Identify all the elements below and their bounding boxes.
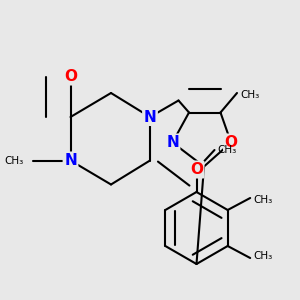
Text: O: O bbox=[224, 135, 238, 150]
Text: O: O bbox=[64, 69, 77, 84]
Text: CH₃: CH₃ bbox=[253, 195, 272, 205]
Text: CH₃: CH₃ bbox=[240, 90, 259, 100]
Text: N: N bbox=[64, 153, 77, 168]
Text: O: O bbox=[190, 162, 203, 177]
Text: CH₃: CH₃ bbox=[253, 251, 272, 261]
Text: CH₃: CH₃ bbox=[218, 145, 237, 155]
Text: N: N bbox=[144, 110, 156, 124]
Text: N: N bbox=[166, 135, 179, 150]
Text: CH₃: CH₃ bbox=[5, 155, 24, 166]
